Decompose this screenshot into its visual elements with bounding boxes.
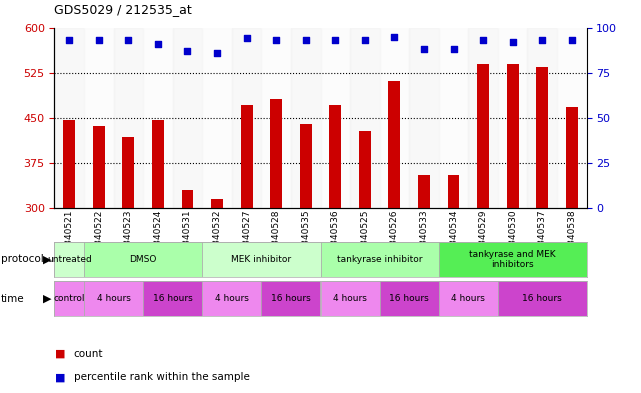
Bar xyxy=(528,28,557,208)
Bar xyxy=(54,242,84,277)
Bar xyxy=(320,242,438,277)
Text: 4 hours: 4 hours xyxy=(97,294,131,303)
Bar xyxy=(329,105,341,208)
Bar xyxy=(84,281,143,316)
Point xyxy=(448,46,458,52)
Bar xyxy=(143,28,172,208)
Text: 4 hours: 4 hours xyxy=(215,294,249,303)
Bar xyxy=(113,28,143,208)
Bar xyxy=(152,120,164,208)
Bar xyxy=(54,281,84,316)
Bar xyxy=(271,99,282,208)
Point xyxy=(123,37,133,43)
Bar xyxy=(203,28,232,208)
Text: ■: ■ xyxy=(54,372,65,382)
Bar xyxy=(506,64,519,208)
Bar xyxy=(262,281,320,316)
Text: protocol: protocol xyxy=(1,254,44,264)
Point xyxy=(183,48,193,54)
Text: 16 hours: 16 hours xyxy=(389,294,429,303)
Bar xyxy=(54,28,84,208)
Bar xyxy=(557,28,587,208)
Bar xyxy=(320,28,350,208)
Bar xyxy=(300,124,312,208)
Point xyxy=(537,37,547,43)
Bar xyxy=(84,28,113,208)
Bar xyxy=(203,242,320,277)
Bar xyxy=(122,137,135,208)
Bar xyxy=(498,28,528,208)
Text: tankyrase inhibitor: tankyrase inhibitor xyxy=(337,255,422,264)
Bar xyxy=(447,175,460,208)
Bar xyxy=(84,242,203,277)
Bar xyxy=(469,28,498,208)
Bar xyxy=(359,131,370,208)
Point xyxy=(330,37,340,43)
Bar xyxy=(409,28,438,208)
Bar xyxy=(291,28,320,208)
Text: percentile rank within the sample: percentile rank within the sample xyxy=(74,372,249,382)
Bar xyxy=(438,281,498,316)
Bar xyxy=(379,281,438,316)
Bar xyxy=(388,81,400,208)
Bar xyxy=(211,199,223,208)
Bar xyxy=(498,281,587,316)
Bar xyxy=(262,28,291,208)
Text: 16 hours: 16 hours xyxy=(522,294,562,303)
Text: 16 hours: 16 hours xyxy=(153,294,192,303)
Point xyxy=(419,46,429,52)
Text: 4 hours: 4 hours xyxy=(451,294,485,303)
Bar xyxy=(566,107,578,208)
Point xyxy=(64,37,74,43)
Point xyxy=(242,35,252,42)
Text: control: control xyxy=(53,294,85,303)
Bar xyxy=(537,67,548,208)
Point xyxy=(212,50,222,56)
Point xyxy=(360,37,370,43)
Point xyxy=(567,37,577,43)
Bar xyxy=(438,28,469,208)
Point xyxy=(389,33,399,40)
Text: MEK inhibitor: MEK inhibitor xyxy=(231,255,292,264)
Text: tankyrase and MEK
inhibitors: tankyrase and MEK inhibitors xyxy=(469,250,556,269)
Bar xyxy=(93,126,104,208)
Bar xyxy=(379,28,409,208)
Text: ■: ■ xyxy=(54,349,65,359)
Point xyxy=(153,40,163,47)
Text: DMSO: DMSO xyxy=(129,255,157,264)
Bar xyxy=(172,28,203,208)
Point xyxy=(94,37,104,43)
Point xyxy=(478,37,488,43)
Bar xyxy=(203,281,262,316)
Bar xyxy=(232,28,262,208)
Bar xyxy=(181,190,194,208)
Bar xyxy=(350,28,379,208)
Text: time: time xyxy=(1,294,24,304)
Text: GDS5029 / 212535_at: GDS5029 / 212535_at xyxy=(54,3,192,16)
Bar xyxy=(477,64,489,208)
Text: 4 hours: 4 hours xyxy=(333,294,367,303)
Text: 16 hours: 16 hours xyxy=(271,294,311,303)
Point xyxy=(271,37,281,43)
Point xyxy=(508,39,518,45)
Text: ▶: ▶ xyxy=(42,294,51,304)
Point xyxy=(301,37,311,43)
Text: ▶: ▶ xyxy=(42,254,51,264)
Bar xyxy=(63,120,75,208)
Bar xyxy=(241,105,253,208)
Text: count: count xyxy=(74,349,103,359)
Bar xyxy=(320,281,379,316)
Text: untreated: untreated xyxy=(47,255,92,264)
Bar xyxy=(143,281,203,316)
Bar xyxy=(438,242,587,277)
Bar xyxy=(418,175,430,208)
